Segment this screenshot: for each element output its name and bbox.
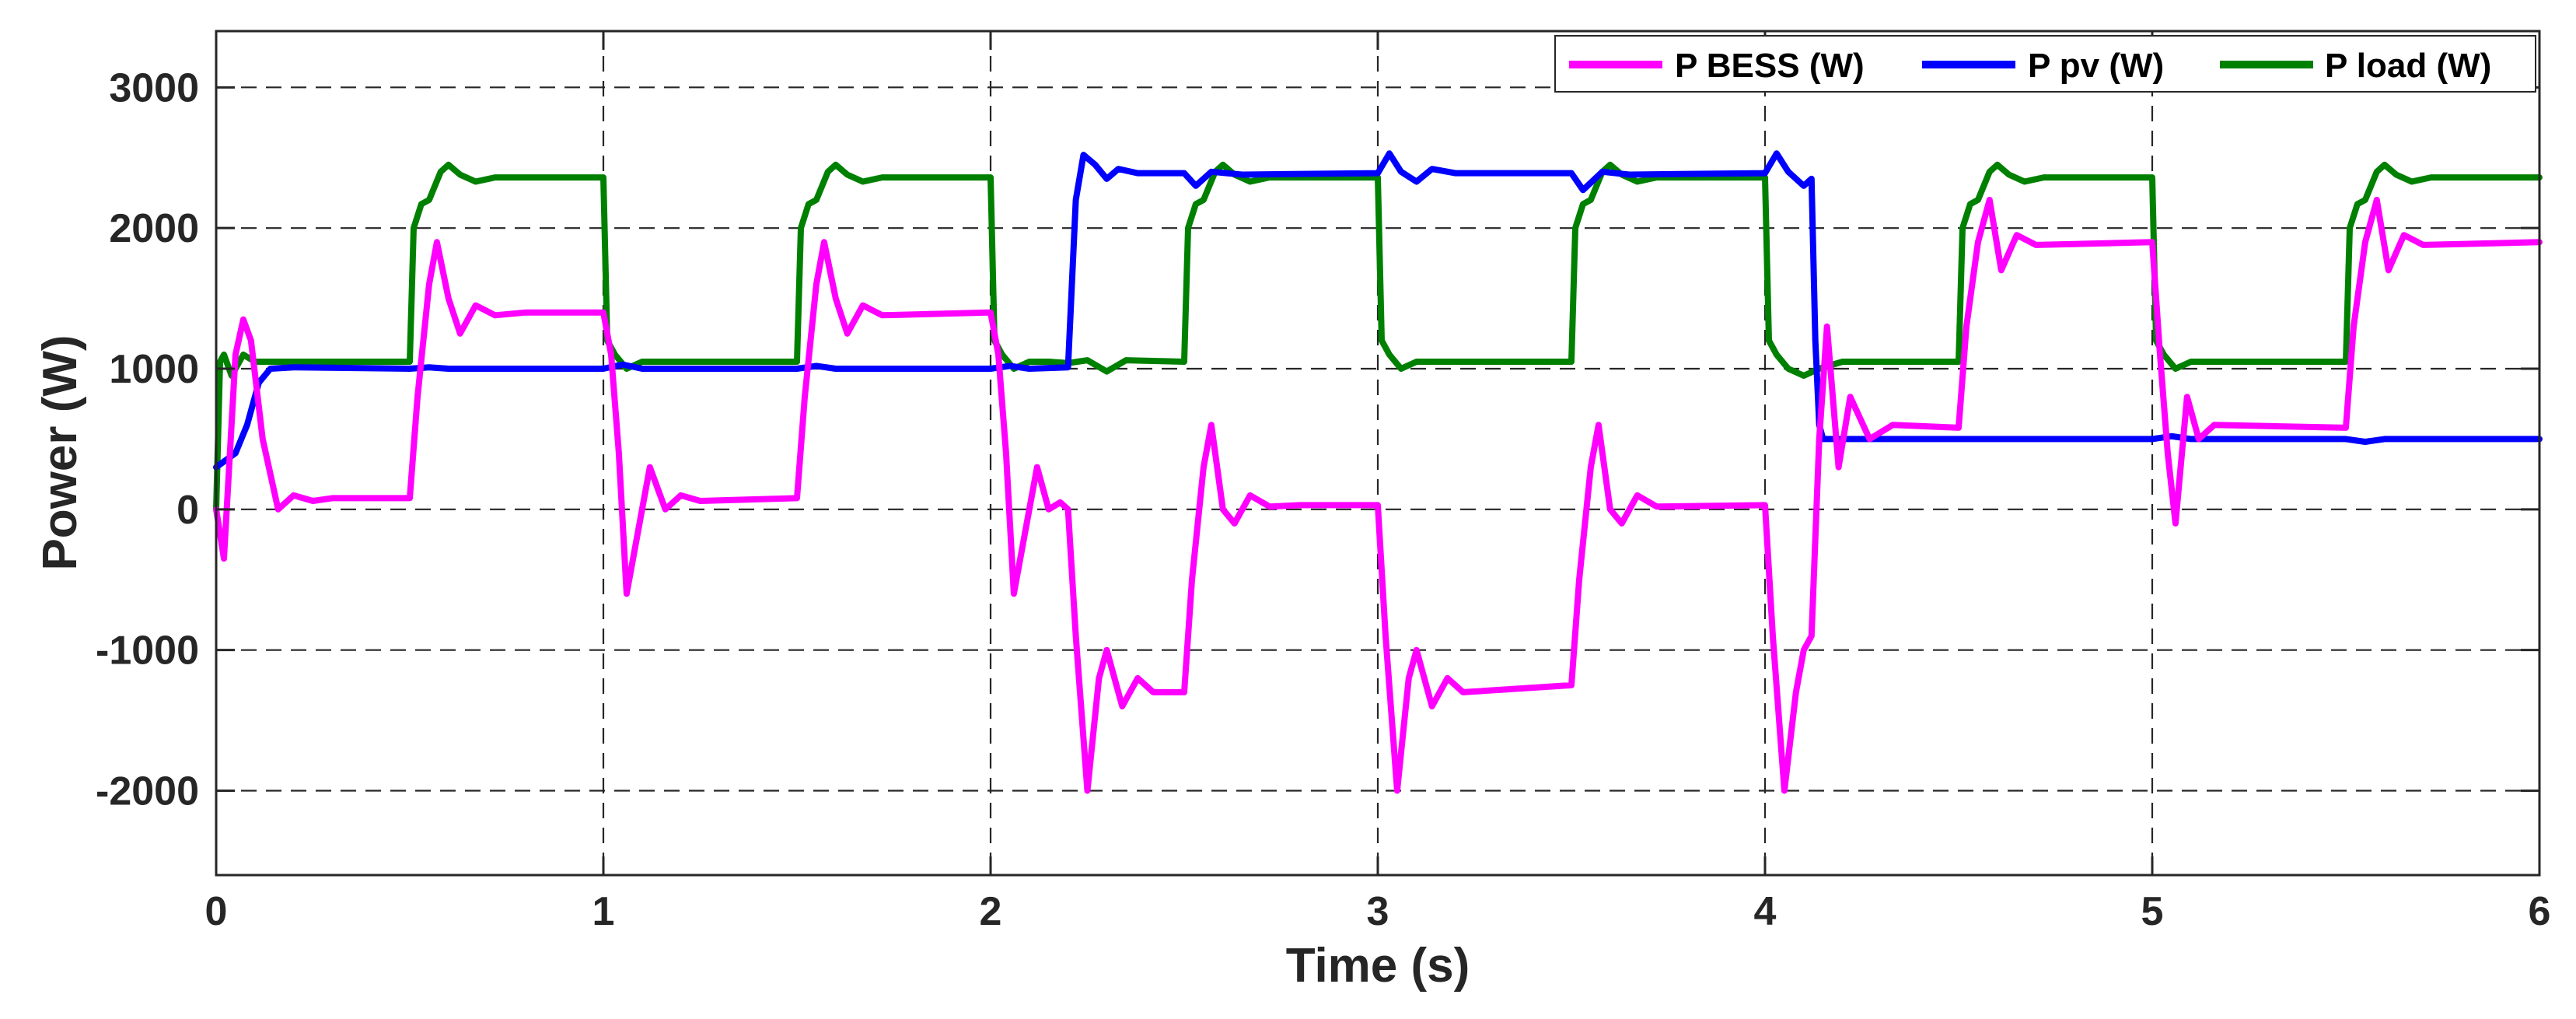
y-tick-label: 0 — [177, 488, 199, 533]
axis-ticks — [215, 31, 2541, 875]
x-axis-title: Time (s) — [1286, 939, 1470, 993]
legend-label-pv: P pv (W) — [2028, 47, 2164, 85]
y-tick-label: 1000 — [109, 347, 199, 392]
legend-label-load: P load (W) — [2325, 47, 2491, 85]
x-tick-label: 1 — [592, 889, 615, 934]
y-tick-label: -1000 — [96, 629, 199, 674]
x-tick-label: 5 — [2141, 889, 2164, 934]
legend: P BESS (W) P pv (W) P load (W) — [1554, 35, 2536, 93]
legend-box — [1554, 35, 2536, 93]
x-tick-label: 6 — [2529, 889, 2551, 934]
x-tick-label: 2 — [980, 889, 1002, 934]
y-tick-label: 3000 — [109, 65, 199, 110]
x-tick-labels: 0 1 2 3 4 5 6 — [205, 889, 2551, 934]
x-tick-label: 4 — [1754, 889, 1777, 934]
series-line-p-load-w — [213, 161, 2543, 513]
x-tick-label: 3 — [1367, 889, 1389, 934]
series-line-p-bess-w — [213, 197, 2543, 794]
x-tick-label: 0 — [205, 889, 228, 934]
y-axis-title: Power (W) — [33, 334, 87, 570]
legend-label-bess: P BESS (W) — [1675, 47, 1865, 85]
y-tick-label: 2000 — [109, 206, 199, 251]
series-lines — [213, 150, 2543, 794]
y-tick-labels: -2000 -1000 0 1000 2000 3000 — [96, 65, 199, 814]
y-tick-label: -2000 — [96, 769, 199, 814]
